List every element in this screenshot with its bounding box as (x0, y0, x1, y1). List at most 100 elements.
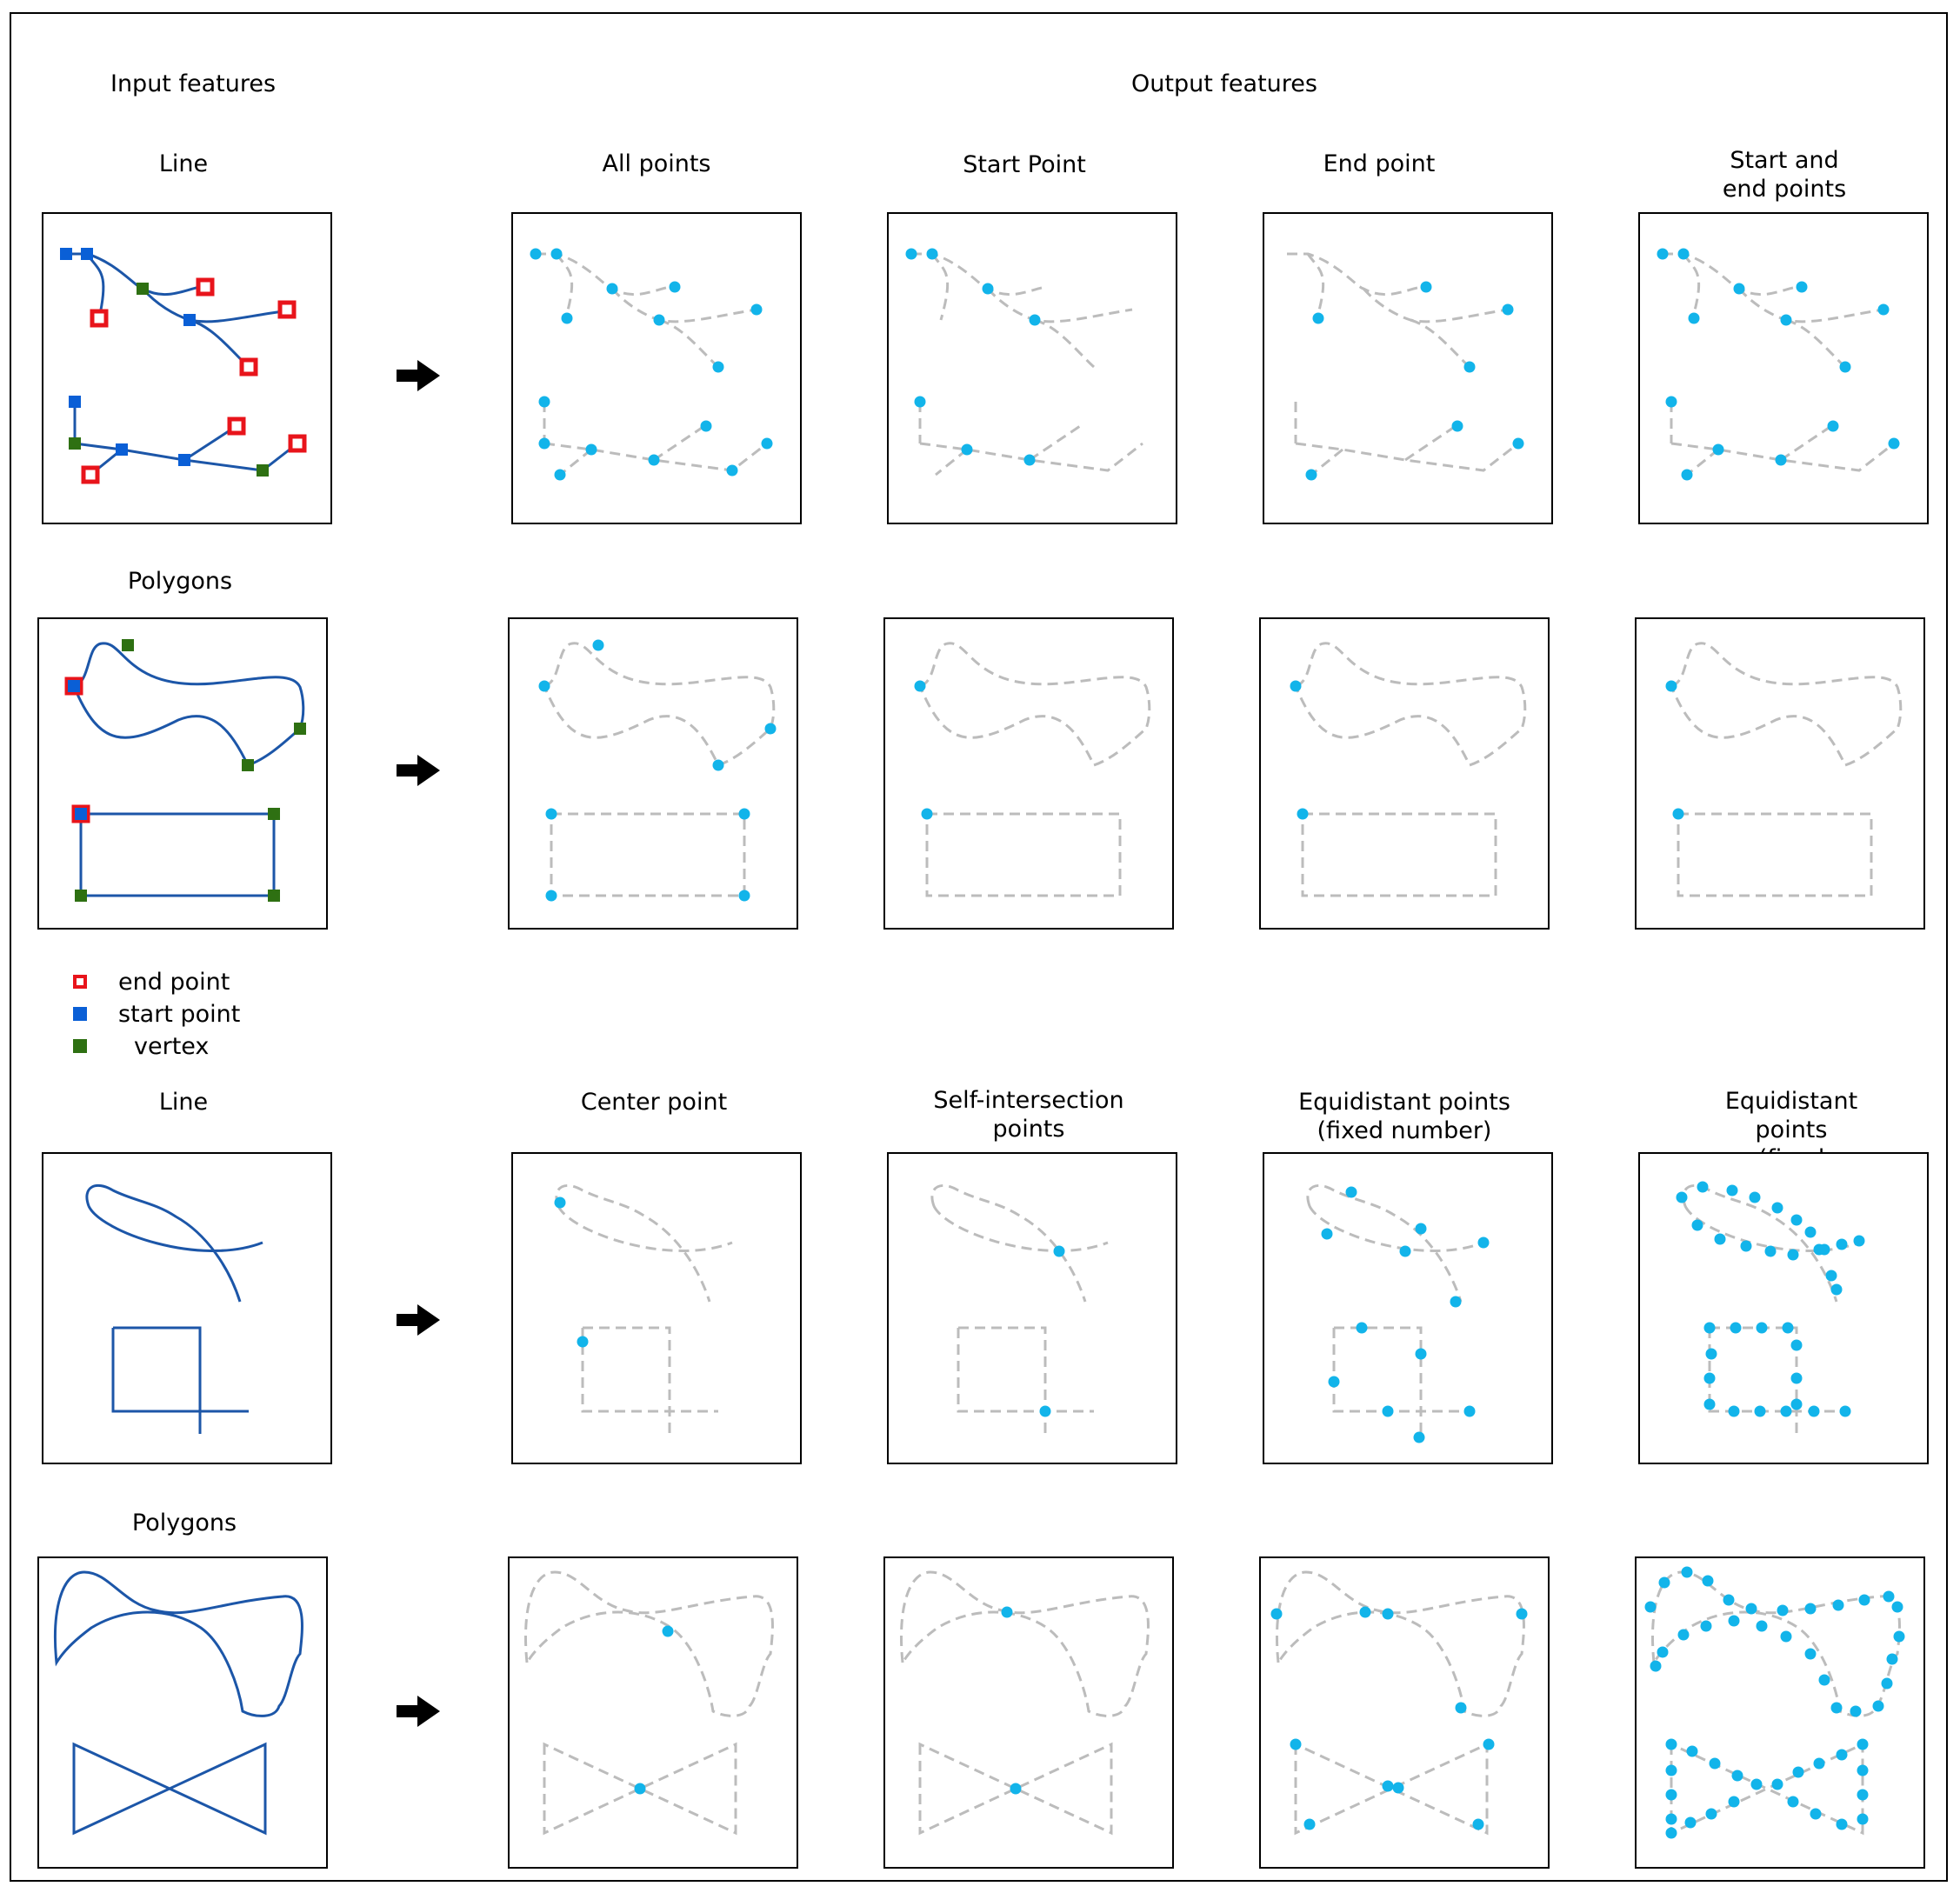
output-point (1714, 1233, 1726, 1245)
output-point (538, 437, 550, 450)
output-point (1777, 1604, 1789, 1616)
output-point (554, 469, 566, 481)
output-point (1754, 1405, 1766, 1417)
section2-polygons-label: Polygons (131, 1510, 237, 1536)
arrow-right-icon (397, 755, 440, 786)
center-point-polygons-drawing (523, 1570, 774, 1836)
start-point-line-drawing (905, 248, 1143, 477)
output-point (1305, 469, 1317, 481)
output-point (1764, 1245, 1777, 1257)
output-equidistant-interval-polygons-panel (1635, 1556, 1925, 1869)
output-point (1804, 1648, 1817, 1660)
feature-path (543, 1742, 737, 1836)
output-point (1728, 1615, 1740, 1627)
output-point (914, 680, 926, 692)
feature-path (1306, 253, 1325, 321)
output-point (1345, 1186, 1357, 1198)
output-point (1750, 1778, 1763, 1790)
end-point-marker (239, 357, 258, 377)
output-point (1893, 1630, 1905, 1643)
output-point (1888, 437, 1900, 450)
vertex-marker (268, 808, 280, 820)
output-point (1836, 1238, 1848, 1250)
output-point (1644, 1601, 1657, 1613)
output-start-point-polygons-panel (883, 617, 1174, 930)
start-point-marker (75, 808, 87, 820)
input-line2-drawing (85, 1183, 263, 1434)
output-point (585, 443, 597, 456)
feature-path (555, 253, 574, 321)
output-point (726, 464, 738, 477)
output-point (1672, 808, 1684, 820)
end-point-marker (81, 465, 100, 484)
feature-path (559, 448, 592, 477)
output-point (921, 808, 933, 820)
output-point (1290, 680, 1302, 692)
start-point-marker (81, 248, 93, 260)
vertex-marker (294, 723, 306, 735)
output-point (1650, 1660, 1662, 1672)
output-point (1359, 1606, 1371, 1618)
all-points-polygons-drawing (538, 639, 777, 902)
output-point (1857, 1789, 1869, 1801)
feature-path (1295, 442, 1519, 472)
end-point-marker (90, 309, 109, 328)
output-point (764, 723, 777, 735)
column-center-point-label: Center point (580, 1089, 728, 1116)
column-self-intersection-label: Self-intersection points (933, 1087, 1124, 1143)
output-point (1796, 281, 1808, 293)
output-point (1029, 314, 1041, 326)
feature-path (925, 812, 1122, 897)
output-point (1813, 1757, 1825, 1770)
column-start-point-label: Start Point (963, 151, 1086, 178)
output-all-points-polygons-panel (508, 617, 798, 930)
vertex-marker (257, 464, 269, 477)
start-point-marker (69, 396, 81, 408)
feature-path (53, 1570, 303, 1717)
feature-path (111, 1326, 249, 1434)
vertex-marker (69, 437, 81, 450)
output-point (1771, 1202, 1783, 1214)
output-point (1039, 1405, 1051, 1417)
output-point (1382, 1405, 1394, 1417)
input-line-drawing (60, 248, 307, 484)
output-point (1705, 1348, 1717, 1360)
output-point (1872, 1700, 1884, 1712)
output-point (1728, 1405, 1740, 1417)
feature-path (555, 1183, 733, 1303)
output-point (712, 361, 724, 373)
output-point (1463, 1405, 1476, 1417)
column-start-end-points-label: Start and end points (1722, 147, 1847, 203)
output-point (1832, 1599, 1844, 1611)
output-point (1681, 1566, 1693, 1578)
output-point (1839, 361, 1851, 373)
output-point (1415, 1223, 1427, 1235)
output-point (1813, 1243, 1825, 1256)
vertex-marker (137, 283, 149, 295)
output-point (1413, 1431, 1425, 1443)
end-point-marker (227, 417, 246, 436)
feature-path (1682, 253, 1701, 321)
start-point-marker (178, 454, 190, 466)
output-point (1790, 1372, 1803, 1384)
output-point (905, 248, 917, 260)
equidistant-interval-polygons-drawing (1644, 1566, 1905, 1839)
output-point (1477, 1236, 1490, 1249)
end-point-marker (196, 277, 215, 297)
output-point (1290, 1738, 1302, 1750)
feature-path (1293, 642, 1527, 767)
equidistant-number-polygons-drawing (1270, 1570, 1528, 1836)
output-point (1780, 1405, 1792, 1417)
output-point (669, 281, 681, 293)
output-point (1877, 303, 1890, 316)
output-point (1726, 1184, 1738, 1196)
feature-path (1306, 1183, 1484, 1303)
output-point (1850, 1705, 1862, 1717)
output-point (1780, 1630, 1792, 1643)
output-point (1677, 1629, 1690, 1641)
output-point (653, 314, 665, 326)
output-point (1681, 469, 1693, 481)
feature-path (1029, 424, 1081, 462)
section1-line-label: Line (158, 150, 209, 177)
input-line-panel (42, 212, 332, 524)
